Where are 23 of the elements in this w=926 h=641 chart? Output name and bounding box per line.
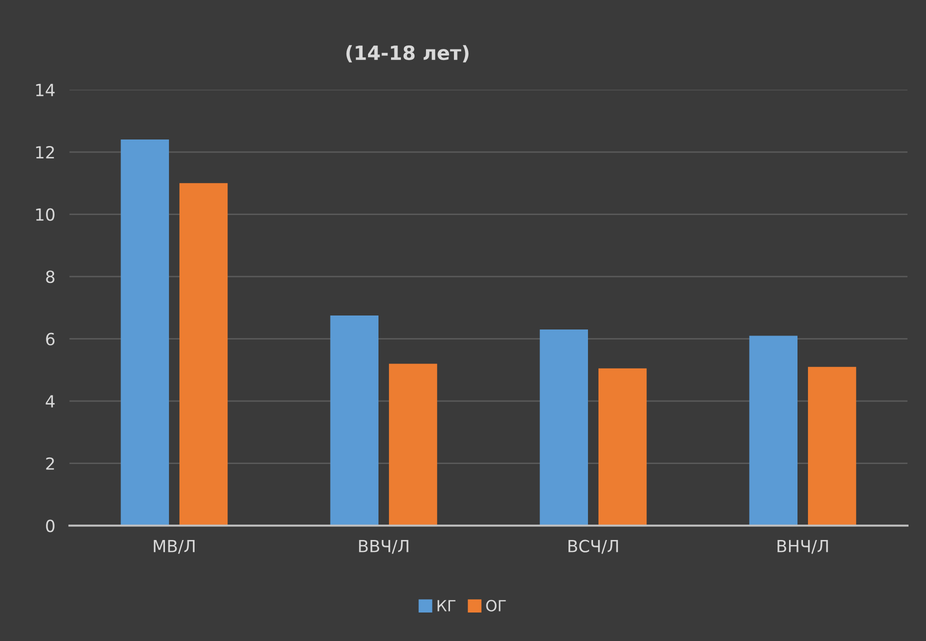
chart-title: (14-18 лет) <box>346 45 468 62</box>
bar <box>598 368 647 526</box>
x-tick-label: ВНЧ/Л <box>778 540 828 554</box>
bar <box>388 364 438 526</box>
bar <box>330 315 378 526</box>
legend-label: ОГ <box>486 600 506 612</box>
x-tick-label: ВСЧ/Л <box>568 540 618 554</box>
y-tick-label: 6 <box>46 332 55 346</box>
y-tick-label: 4 <box>46 395 55 408</box>
y-tick-label: 14 <box>36 84 55 96</box>
x-tick-label: ВВЧ/Л <box>359 540 408 554</box>
x-tick-label: МВ/Л <box>154 540 195 554</box>
bar <box>749 336 798 526</box>
y-tick-label: 8 <box>46 270 54 284</box>
y-tick-label: 0 <box>46 520 54 532</box>
bar <box>120 140 169 526</box>
y-tick-label: 10 <box>36 208 54 221</box>
legend-label: КГ <box>438 600 456 612</box>
bar <box>540 329 588 526</box>
y-tick-label: 2 <box>46 457 54 470</box>
y-tick-label: 12 <box>36 146 54 158</box>
bar <box>808 366 856 526</box>
bar <box>179 183 228 526</box>
